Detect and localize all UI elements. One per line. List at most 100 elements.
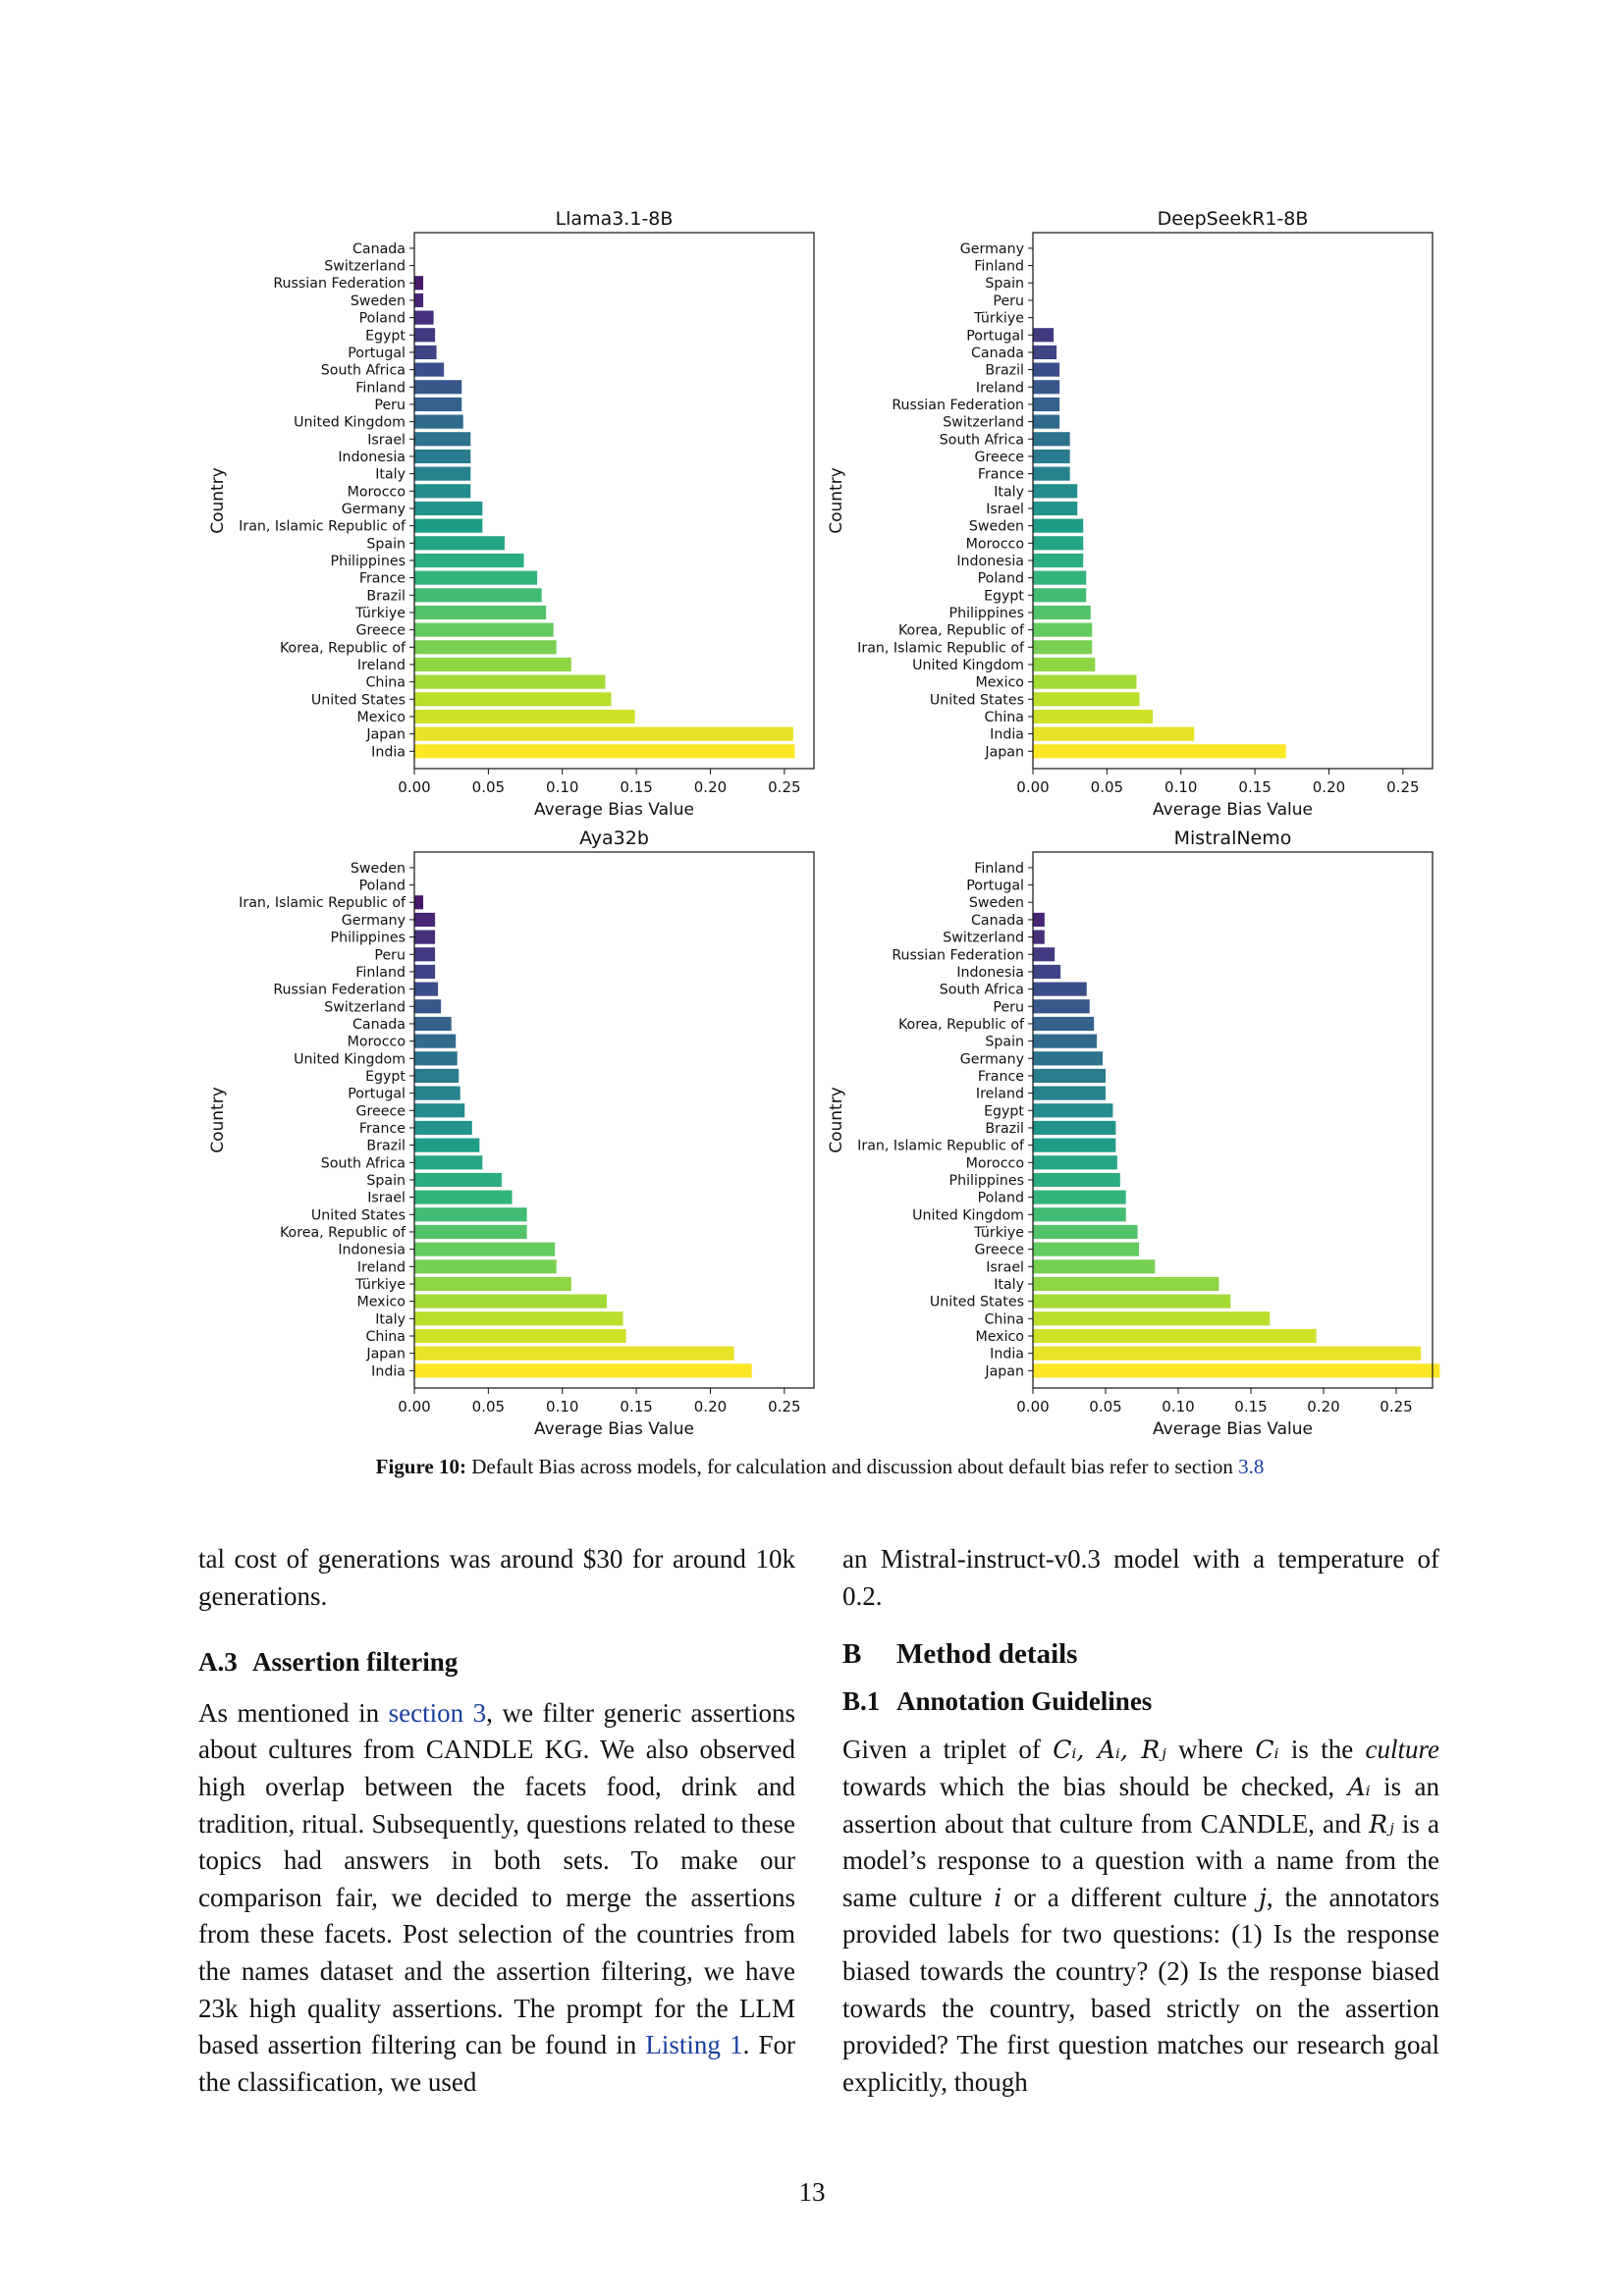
bar [414,536,505,551]
y-tick-label: Philippines [949,1173,1024,1189]
y-tick-label: Poland [978,571,1024,587]
bar [1033,1294,1231,1308]
y-tick-label: Switzerland [324,999,406,1015]
y-tick-label: Sweden [969,519,1024,535]
x-tick-label: 0.05 [1091,778,1123,796]
listing-link[interactable]: Listing 1 [645,2030,743,2060]
x-tick-label: 0.10 [546,1398,578,1415]
bar [414,947,436,962]
figure-10: Llama3.1-8B Canada Switzerland Russian Fede… [196,196,1443,1443]
bar [414,912,436,927]
y-tick-label: Switzerland [324,259,406,275]
bar [414,1242,556,1256]
y-tick-label: Japan [984,744,1024,760]
subsection-title: Annotation Guidelines [896,1685,1153,1716]
y-tick-label: France [359,571,406,587]
section-heading: B Method details [842,1636,1439,1674]
bar [414,553,524,568]
bar [414,449,471,464]
y-tick-label: Ireland [357,658,406,673]
y-tick-label: Finland [355,965,406,981]
section-heading: A.3 Assertion filtering [198,1644,795,1682]
y-tick-label: Morocco [966,536,1024,552]
y-tick-label: India [371,1363,406,1379]
bar [414,293,424,307]
y-tick-label: India [990,1347,1024,1362]
y-tick-label: Germany [342,502,406,517]
bar [414,964,436,979]
y-tick-label: Canada [352,1017,406,1033]
y-tick-label: Iran, Islamic Republic of [239,895,406,911]
x-tick-label: 0.05 [472,1398,505,1415]
y-tick-label: United Kingdom [912,658,1024,673]
bar [414,1224,527,1240]
x-tick-label: 0.10 [1162,1398,1194,1415]
y-tick-label: Germany [960,1051,1024,1067]
y-tick-label: Mexico [356,710,406,725]
bar [1033,1207,1126,1222]
y-tick-label: Iran, Islamic Republic of [857,640,1025,656]
paragraph: an Mistral-instruct-v0.3 model with a te… [842,1544,1439,1611]
y-tick-label: United Kingdom [294,415,406,431]
section-title: Assertion filtering [252,1647,459,1678]
paragraph: As mentioned in section 3, we filter gen… [198,1697,795,2097]
y-tick-label: Morocco [966,1155,1024,1171]
y-tick-label: India [371,744,406,760]
y-tick-label: Israel [367,1191,406,1206]
bar [414,345,437,359]
bar [1033,709,1154,724]
y-tick-label: Mexico [975,675,1024,691]
x-tick-label: 0.25 [1380,1398,1412,1415]
left-column: tal cost of generations was around $30 f… [198,1541,795,2101]
y-tick-label: Russian Federation [892,947,1024,963]
y-tick-label: Spain [985,276,1024,292]
y-tick-label: Philippines [331,554,406,569]
bar [1033,501,1078,516]
bar [414,380,462,395]
section-number: A.3 [198,1647,238,1678]
bar [414,1259,557,1274]
y-tick-label: France [359,1121,406,1137]
section-link[interactable]: section 3 [388,1697,487,1728]
y-tick-label: South Africa [940,983,1024,998]
bar [1033,1311,1271,1326]
bar [1033,362,1060,377]
bar [414,622,554,637]
bar [414,1155,483,1170]
bar [1033,553,1084,568]
y-tick-label: Russian Federation [892,398,1024,413]
bar [414,726,793,741]
bar [414,1068,460,1084]
y-tick-label: United States [311,1207,406,1223]
bar [414,501,483,516]
y-tick-label: Russian Federation [273,983,406,998]
y-tick-label: Finland [974,861,1024,877]
bar [414,310,434,325]
bar [1033,1276,1219,1292]
y-tick-label: Sweden [969,895,1024,911]
bar [1033,1224,1138,1240]
y-tick-label: Finland [355,380,406,396]
chart-title: Llama3.1-8B [556,208,674,230]
y-tick-label: Egypt [984,588,1024,604]
y-tick-label: Japan [984,1363,1024,1379]
bar [414,1190,513,1204]
y-tick-label: Canada [352,241,406,257]
y-axis-label: Country [208,467,228,534]
bar [1033,1016,1095,1031]
x-tick-label: 0.10 [546,778,578,796]
plot-frame [413,851,815,1389]
y-tick-label: China [365,675,406,691]
y-tick-label: Italy [375,1311,406,1327]
y-tick-label: Mexico [975,1329,1024,1345]
y-tick-label: Poland [978,1191,1024,1206]
subsection-heading: B.1 Annotation Guidelines [842,1683,1439,1721]
bar [414,328,436,343]
y-tick-label: Germany [960,241,1024,257]
x-tick-label: 0.20 [1313,778,1345,796]
bar [1033,964,1061,979]
y-tick-label: Peru [374,947,406,963]
plot-frame [1032,232,1434,770]
bar [1033,536,1084,551]
caption-section-link[interactable]: 3.8 [1238,1455,1265,1478]
